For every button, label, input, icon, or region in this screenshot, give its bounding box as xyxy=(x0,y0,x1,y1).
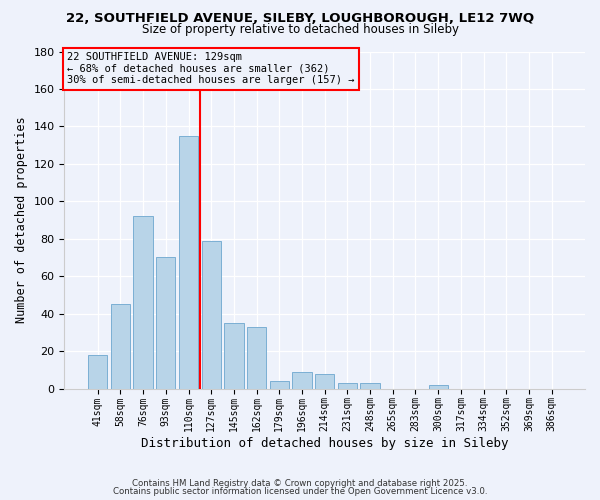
Bar xyxy=(269,381,289,388)
Bar xyxy=(133,216,153,388)
Bar xyxy=(202,240,221,388)
X-axis label: Distribution of detached houses by size in Sileby: Distribution of detached houses by size … xyxy=(141,437,508,450)
Bar xyxy=(247,327,266,388)
Bar xyxy=(224,323,244,388)
Bar xyxy=(428,385,448,388)
Bar xyxy=(315,374,334,388)
Y-axis label: Number of detached properties: Number of detached properties xyxy=(15,116,28,324)
Bar xyxy=(338,383,357,388)
Text: Contains public sector information licensed under the Open Government Licence v3: Contains public sector information licen… xyxy=(113,487,487,496)
Bar xyxy=(88,355,107,388)
Bar xyxy=(111,304,130,388)
Text: Size of property relative to detached houses in Sileby: Size of property relative to detached ho… xyxy=(142,22,458,36)
Text: Contains HM Land Registry data © Crown copyright and database right 2025.: Contains HM Land Registry data © Crown c… xyxy=(132,478,468,488)
Text: 22 SOUTHFIELD AVENUE: 129sqm
← 68% of detached houses are smaller (362)
30% of s: 22 SOUTHFIELD AVENUE: 129sqm ← 68% of de… xyxy=(67,52,355,86)
Text: 22, SOUTHFIELD AVENUE, SILEBY, LOUGHBOROUGH, LE12 7WQ: 22, SOUTHFIELD AVENUE, SILEBY, LOUGHBORO… xyxy=(66,12,534,26)
Bar xyxy=(361,383,380,388)
Bar xyxy=(179,136,198,388)
Bar xyxy=(292,372,311,388)
Bar xyxy=(156,258,175,388)
